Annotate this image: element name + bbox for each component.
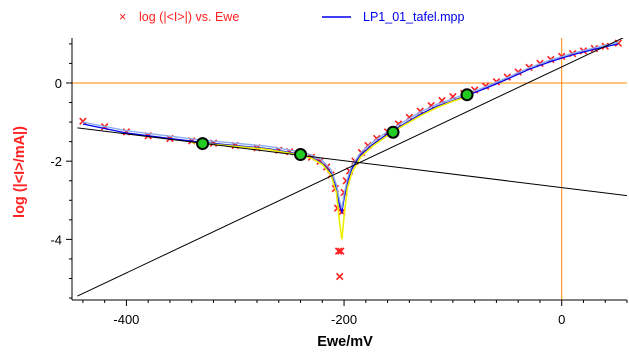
legend: × log (|<I>|) vs. Ewe LP1_01_tafel.mpp <box>119 10 465 24</box>
x-tick-label: 0 <box>558 312 565 327</box>
x-axis-title: Ewe/mV <box>317 334 373 350</box>
x-tick-label: -400 <box>113 312 139 327</box>
data-point-cross <box>334 247 343 255</box>
fit-point-3 <box>460 88 474 102</box>
legend-marker-red-cross: × <box>119 10 126 24</box>
data-point-cross <box>337 247 345 255</box>
series-line-1 <box>82 43 619 215</box>
y-tick-label: -2 <box>50 154 62 169</box>
fit-point-2 <box>386 125 400 139</box>
series-line-4 <box>77 38 624 297</box>
series-line-5 <box>77 127 627 197</box>
series-line-2 <box>82 41 619 209</box>
plot-layer <box>72 38 627 300</box>
fit-point-1 <box>294 148 308 162</box>
legend-label-file: LP1_01_tafel.mpp <box>363 10 465 24</box>
y-tick-label: 0 <box>55 76 62 91</box>
data-point-cross <box>335 272 344 281</box>
fit-point-0 <box>196 137 210 151</box>
y-axis-title: log (|<I>/mA|) <box>12 126 28 218</box>
axes-layer: -400 -200 0 0 -2 -4 <box>50 38 628 327</box>
x-tick-label: -200 <box>331 312 357 327</box>
y-tick-label: -4 <box>50 232 62 247</box>
plot-area <box>72 38 627 300</box>
legend-label-log-current: log (|<I>|) vs. Ewe <box>139 10 239 24</box>
data-point-cross <box>79 117 87 126</box>
